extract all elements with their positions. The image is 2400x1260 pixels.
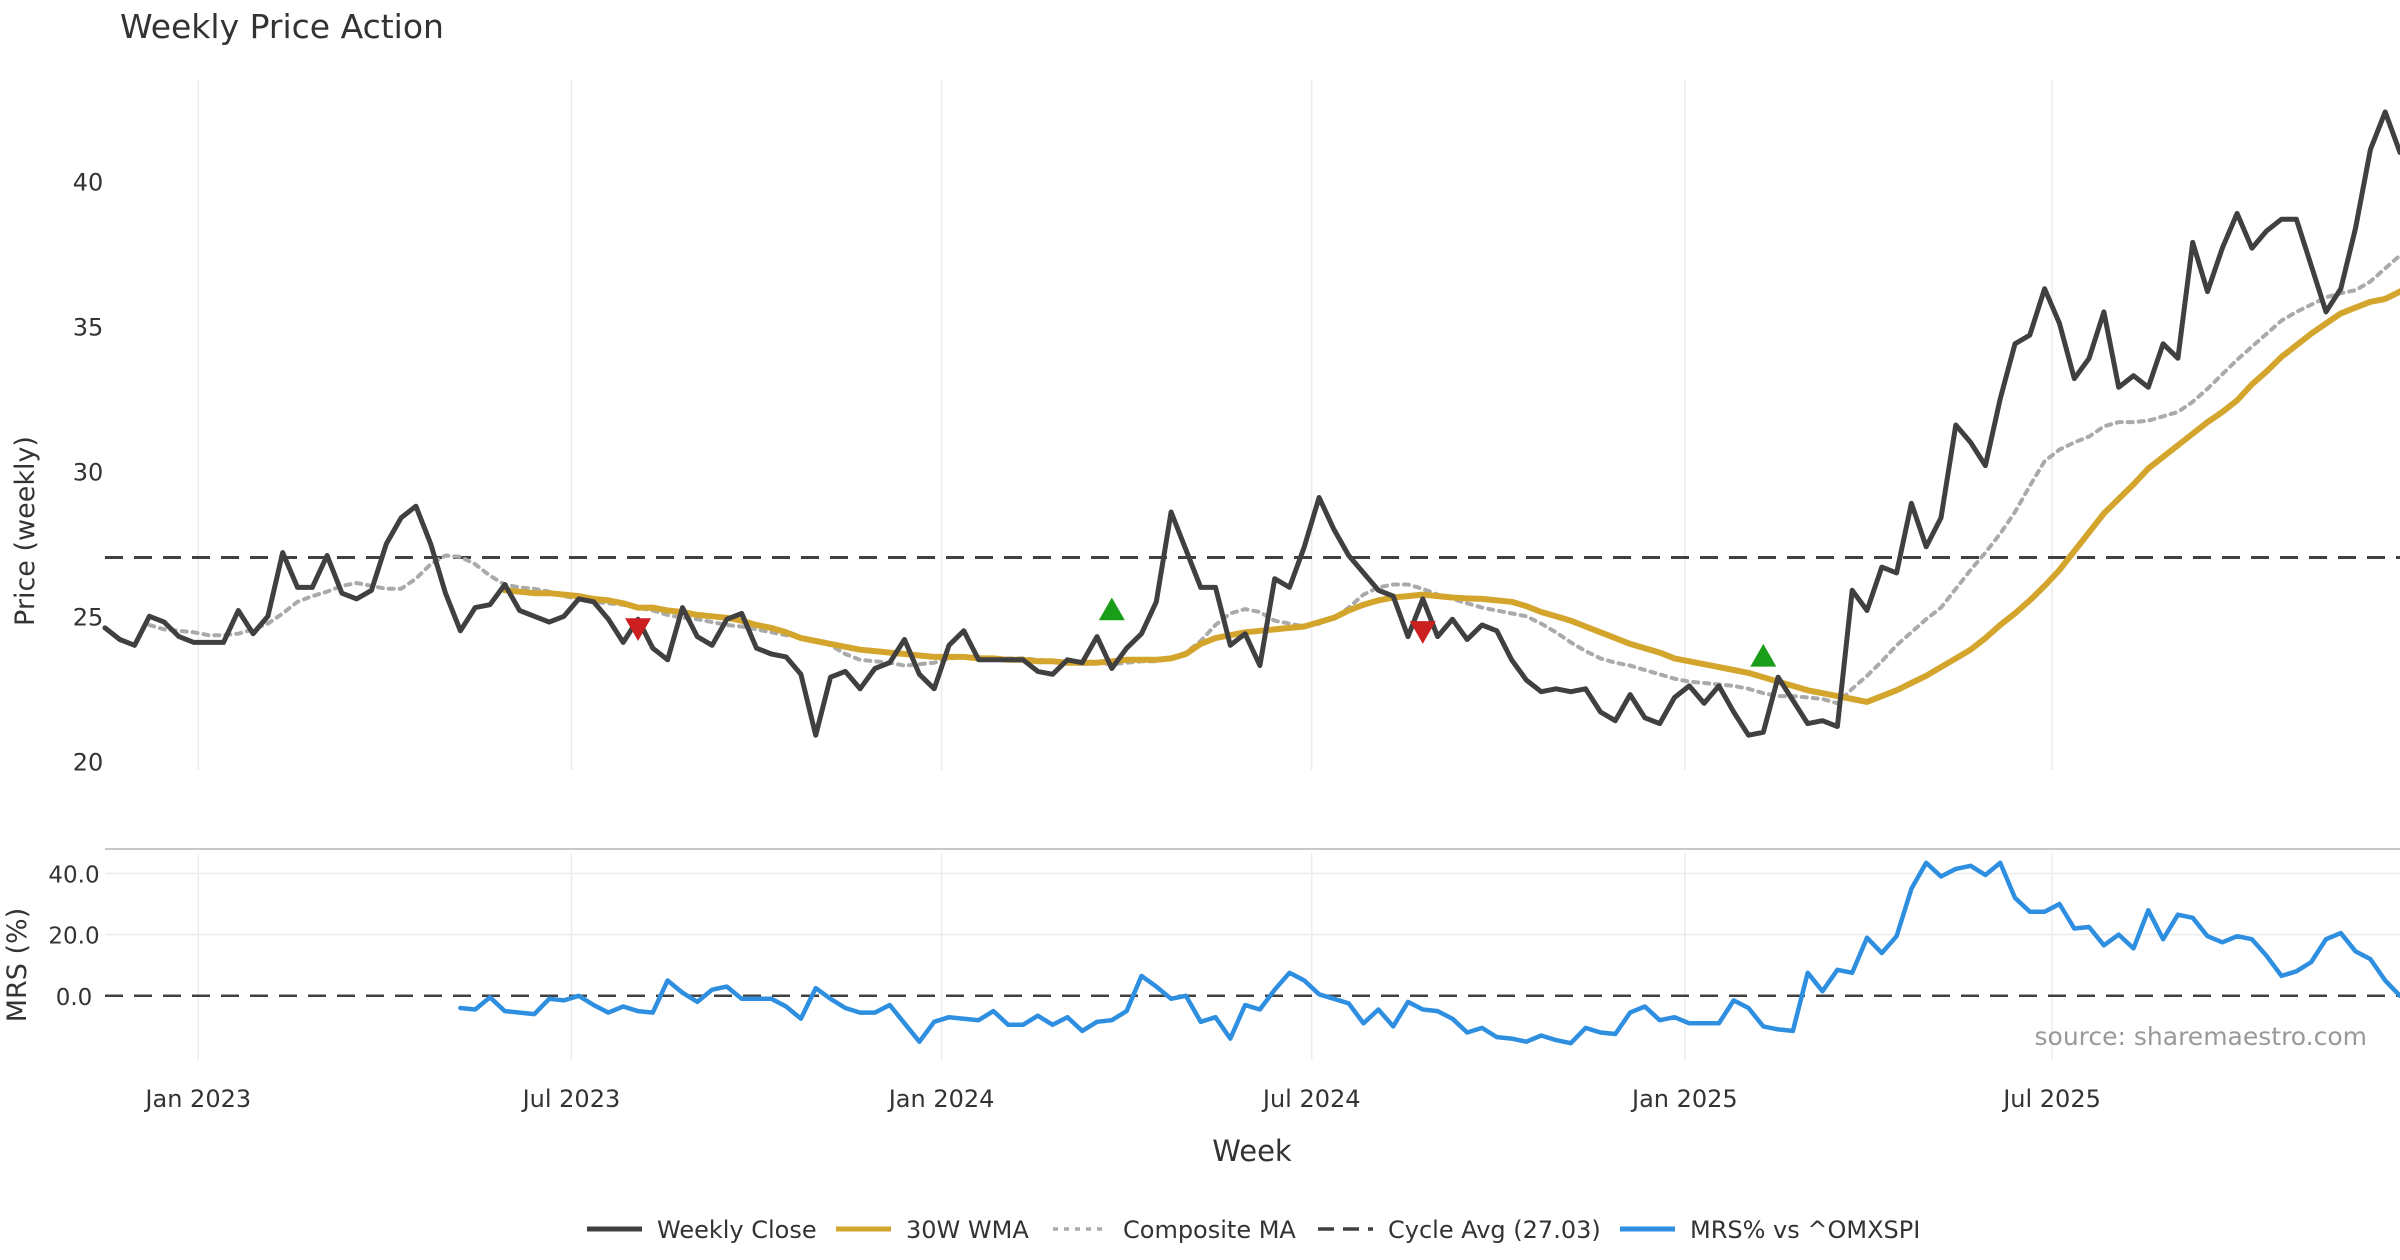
wma-30w-line [501, 287, 2400, 705]
signal-markers [625, 597, 1777, 667]
price-y-axis-label: Price (weekly) [10, 436, 41, 626]
legend-label: 30W WMA [906, 1216, 1029, 1244]
price-y-tick-label: 40 [73, 168, 104, 196]
x-tick-label: Jul 2023 [521, 1085, 621, 1113]
price-grid [197, 80, 2053, 770]
mrs-y-axis-label: MRS (%) [2, 908, 33, 1023]
weekly-close-line [102, 109, 2400, 738]
buy-signal-marker [1098, 597, 1125, 621]
price-series-group [102, 109, 2400, 738]
price-y-ticks: 20 25 30 35 40 [73, 168, 104, 776]
legend-label: Cycle Avg (27.03) [1388, 1216, 1601, 1244]
mrs-y-tick-label: 0.0 [56, 985, 93, 1011]
price-y-tick-label: 30 [73, 458, 104, 486]
mrs-y-tick-label: 40.0 [48, 862, 99, 888]
x-tick-label: Jul 2024 [1261, 1085, 1361, 1113]
mrs-grid [105, 853, 2400, 1060]
legend-label: MRS% vs ^OMXSPI [1690, 1216, 1920, 1244]
legend: Weekly Close 30W WMA Composite MA Cycle Avg… [587, 1216, 1920, 1244]
price-y-tick-label: 35 [73, 313, 104, 341]
legend-label: Weekly Close [657, 1216, 817, 1244]
x-tick-label: Jan 2024 [887, 1085, 995, 1113]
mrs-series-group [458, 860, 2400, 1046]
source-label: source: sharemaestro.com [2035, 1022, 2368, 1051]
mrs-y-ticks: 0.0 20.0 40.0 [48, 862, 99, 1010]
buy-signal-marker [1750, 643, 1777, 667]
x-tick-label: Jul 2025 [2001, 1085, 2101, 1113]
mrs-line [458, 860, 2400, 1046]
x-tick-label: Jan 2025 [1630, 1085, 1738, 1113]
chart-title: Weekly Price Action [120, 7, 444, 46]
mrs-y-tick-label: 20.0 [48, 924, 99, 950]
x-axis-label: Week [1212, 1134, 1292, 1168]
x-axis-ticks: Jan 2023 Jul 2023 Jan 2024 Jul 2024 Jan 2025… [143, 1085, 2100, 1113]
legend-label: Composite MA [1123, 1216, 1296, 1244]
sell-signal-marker [1409, 621, 1436, 644]
x-tick-label: Jan 2023 [143, 1085, 251, 1113]
sell-signal-marker [625, 618, 652, 641]
price-y-tick-label: 25 [73, 603, 104, 631]
price-y-tick-label: 20 [73, 748, 104, 776]
